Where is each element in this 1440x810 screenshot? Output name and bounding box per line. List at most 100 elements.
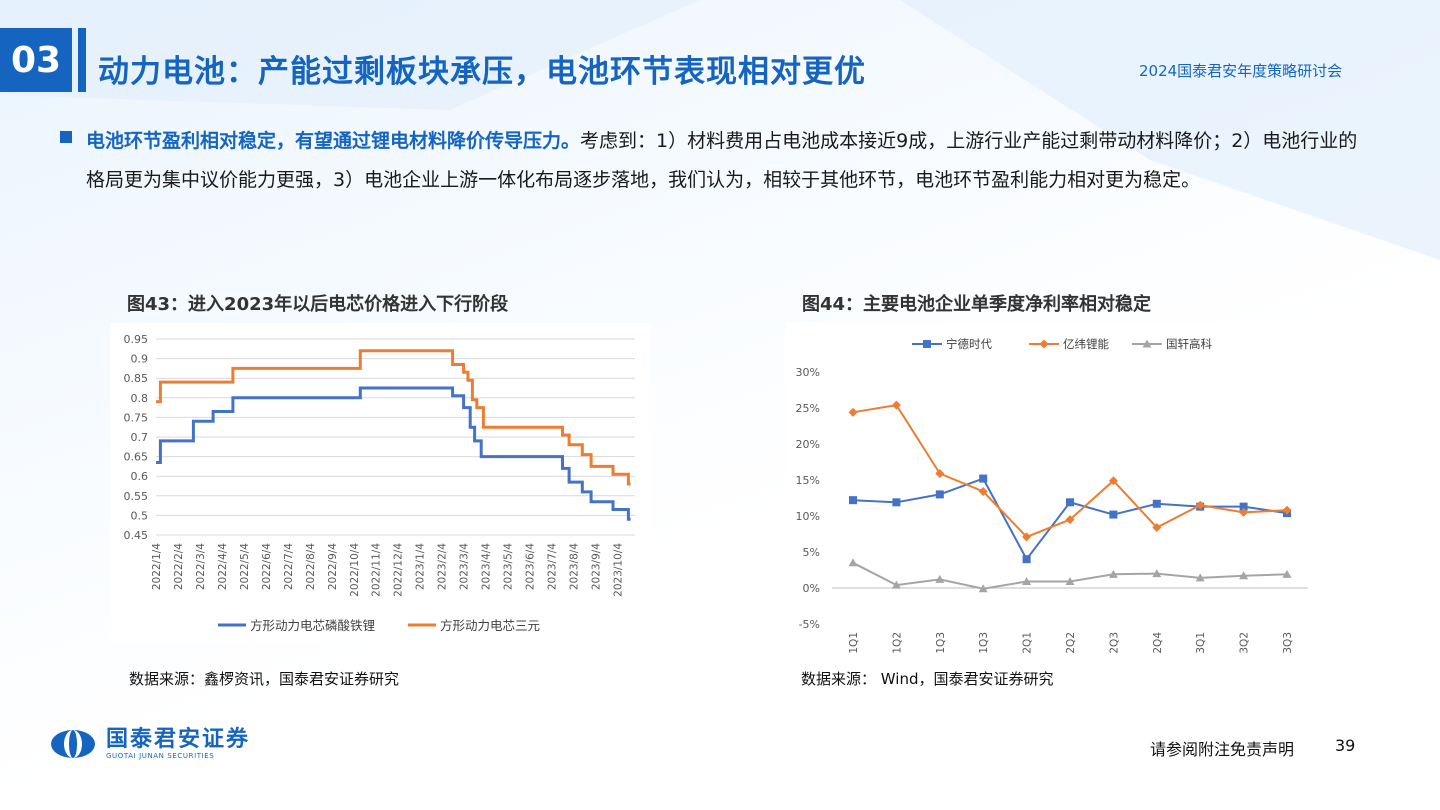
chart2-point-2 [891,580,901,589]
chart1-ytick-label: 0.65 [124,451,149,464]
chart1-xtick-label: 2022/4/4 [217,543,229,590]
chart2-point-2 [1282,569,1292,578]
chart1-xtick-label: 2023/5/4 [503,543,515,590]
chart1-legend-label: 方形动力电芯磷酸铁锂 [250,618,375,633]
chart1-ytick-label: 0.45 [124,529,149,542]
chart2-xtick-label: 2022Q2 [1065,632,1077,653]
chart2-point-1 [1022,532,1032,542]
chart2-point-1 [978,487,988,497]
chart1-xtick-label: 2022/1/4 [151,543,163,590]
chart1-ytick-label: 0.9 [131,353,149,366]
bullet-square-icon [60,131,72,143]
chart1-ytick-label: 0.85 [124,372,149,385]
chart2-point-0 [1239,502,1248,511]
chart1-ytick-label: 0.95 [124,333,149,346]
chart2-ytick-label: 25% [796,402,820,415]
chart1-xtick-label: 2022/10/4 [349,543,361,597]
chart2-point-1 [1195,500,1205,510]
chart2-point-0 [935,490,944,499]
chart2-ytick-label: 0% [803,582,820,595]
chart2-point-2 [1195,573,1205,582]
event-name: 2024国泰君安年度策略研讨会 [1139,62,1343,80]
chart2-legend-label: 宁德时代 [946,337,992,351]
chart1-xtick-label: 2022/5/4 [239,543,251,590]
chart2-legend-label: 亿纬锂能 [1063,337,1109,351]
chart1-xtick-label: 2022/12/4 [393,543,405,597]
chart1-xtick-label: 2022/9/4 [327,543,339,590]
figure44-svg: -5% 0% 5% 10% 15% 20% 25% 30% 2021Q1 2021Q2 2021Q3… [796,337,1308,674]
chart1-ytick-label: 0.5 [131,509,149,522]
company-logo: 国泰君安证券 GUOTAI JUNAN SECURITIES [50,728,250,760]
chart2-xtick-label: 2021Q2 [891,632,903,653]
chart2-xtick-label: 2021Q3 [978,632,990,653]
chart2-point-0 [849,496,857,505]
chart2-point-1 [1152,523,1162,533]
logo-name-en: GUOTAI JUNAN SECURITIES [106,752,215,760]
chart2-point-0 [1022,555,1031,564]
chart2-legend-marker [923,340,931,348]
chart2-xtick-label: 2023Q2 [1239,632,1251,653]
chart1-series-line-0 [156,386,631,521]
chart2-point-2 [935,574,945,583]
chart2-legend-label: 国轩高科 [1166,337,1212,351]
chart2-ytick-label: -5% [799,618,820,631]
chart2-point-2 [1065,577,1075,586]
figure44-source: 数据来源： Wind，国泰君安证券研究 [801,670,1054,688]
chart2-point-1 [848,407,858,417]
figure44-chart: -5% 0% 5% 10% 15% 20% 25% 30% 2021Q1 2021Q2 2021Q3… [786,323,1326,674]
disclaimer-link[interactable]: 请参阅附注免责声明 [1150,740,1295,759]
chart2-point-0 [892,498,901,507]
chart1-xtick-label: 2023/4/4 [481,543,493,590]
chart1-xtick-label: 2022/6/4 [261,543,273,590]
chart1-xtick-label: 2023/10/4 [612,543,624,597]
chart2-point-0 [1109,510,1118,519]
chart1-xtick-label: 2023/2/4 [437,543,449,590]
section-number: 03 [0,28,72,92]
chart2-ytick-label: 10% [796,510,820,523]
chart1-ytick-label: 0.6 [131,470,149,483]
chart2-point-0 [1152,499,1161,508]
chart1-xtick-label: 2023/3/4 [459,543,471,590]
chart2-xtick-label: 2022Q4 [1152,632,1164,653]
chart1-xtick-label: 2022/7/4 [283,543,295,590]
figure44-title: 图44：主要电池企业单季度净利率相对稳定 [802,294,1152,315]
chart2-legend-marker [1039,339,1049,349]
chart2-legend-marker [1142,339,1152,348]
chart2-point-2 [1022,577,1032,586]
chart2-xtick-label: 2023Q1 [1195,632,1207,653]
chart1-series-line-1 [156,349,631,486]
chart2-xtick-label: 2022Q3 [1108,632,1120,653]
figure43-chart: 0.45 0.5 0.55 0.6 0.65 0.7 0.75 0.8 0.85 0.9 0.95 2… [110,323,651,643]
chart1-xtick-label: 2022/11/4 [371,543,383,597]
chart1-legend-label: 方形动力电芯三元 [440,618,540,633]
logo-name-cn: 国泰君安证券 [106,727,251,752]
chart2-ytick-label: 30% [796,366,820,379]
chart1-ytick-label: 0.7 [131,431,149,444]
chart2-xtick-label: 2022Q1 [1022,632,1034,653]
figure43-source: 数据来源：鑫椤资讯，国泰君安证券研究 [129,670,400,688]
chart1-xtick-label: 2022/2/4 [173,543,185,590]
chart1-xtick-label: 2022/3/4 [195,543,207,590]
chart2-xtick-label: 2023Q3 [1282,632,1294,653]
chart1-xtick-label: 2023/9/4 [590,543,602,590]
body-paragraph: 电池环节盈利相对稳定，有望通过锂电材料降价传导压力。考虑到：1）材料费用占电池成… [86,122,1366,200]
chart2-point-1 [1239,507,1249,517]
chart2-xtick-label: 2021Q3 [935,632,947,653]
chart2-xtick-label: 2021Q1 [848,632,860,653]
chart2-point-1 [935,469,945,479]
body-highlight: 电池环节盈利相对稳定，有望通过锂电材料降价传导压力。 [86,130,581,152]
chart2-point-1 [1065,515,1075,525]
chart1-xtick-label: 2023/8/4 [568,543,580,590]
chart2-ytick-label: 20% [796,438,820,451]
chart1-xtick-label: 2023/7/4 [547,543,559,590]
title-accent-bar [78,28,86,92]
chart2-point-1 [1108,476,1118,486]
page-number: 39 [1335,736,1356,755]
chart1-ytick-label: 0.55 [124,490,149,503]
figure43-svg: 0.45 0.5 0.55 0.6 0.65 0.7 0.75 0.8 0.85 0.9 0.95 2… [124,333,635,633]
body-text: 考虑到：1）材料费用占电池成本接近9成，上游行业产能过剩带动材料降价；2）电池行… [86,130,1358,191]
chart2-ytick-label: 15% [796,474,820,487]
figure43-title: 图43：进入2023年以后电芯价格进入下行阶段 [127,294,509,315]
chart1-ytick-label: 0.75 [124,411,149,424]
